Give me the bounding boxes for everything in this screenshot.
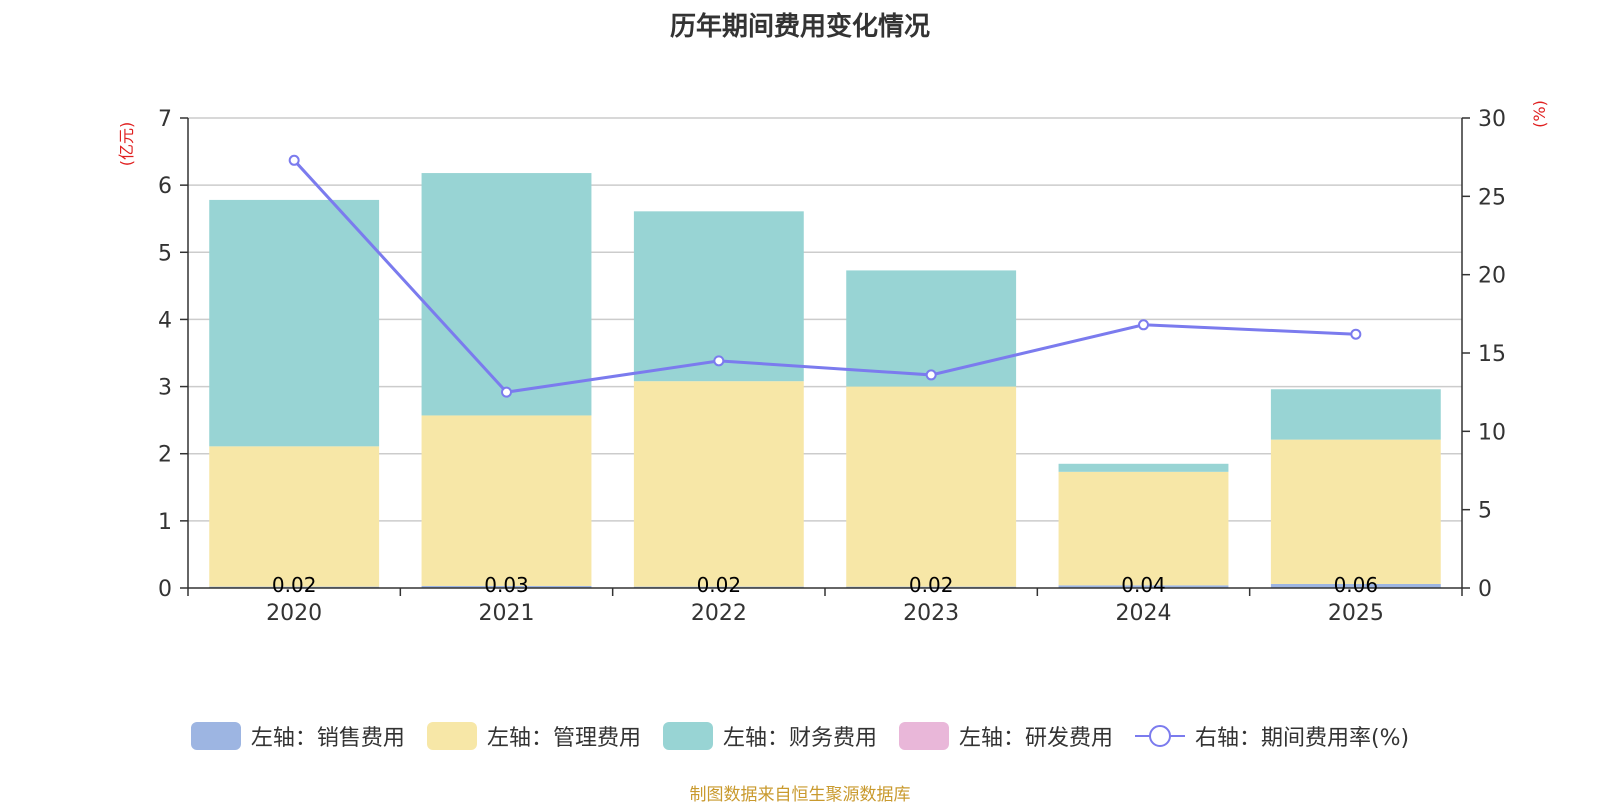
- x-axis-tick-label: 2025: [1328, 601, 1384, 626]
- right-axis-tick-label: 0: [1478, 577, 1492, 602]
- left-axis-tick-label: 7: [158, 107, 172, 132]
- legend-swatch: [898, 722, 949, 750]
- bar-segment: [1058, 585, 1229, 588]
- bar-data-label: 0.03: [484, 573, 529, 597]
- legend: 左轴：销售费用 左轴：管理费用 左轴：财务费用 左轴：研发费用 右轴：期间费用率(%): [0, 720, 1600, 752]
- rate-point: [713, 355, 725, 367]
- bar-data-label: 0.02: [909, 573, 954, 597]
- chart-title: 历年期间费用变化情况: [669, 12, 930, 42]
- bar-segment: [846, 386, 1017, 587]
- left-axis-tick-label: 4: [158, 308, 172, 333]
- gridlines: [188, 117, 1462, 522]
- bar-data-label: 0.06: [1334, 573, 1379, 597]
- left-axis-tick-label: 2: [158, 443, 172, 468]
- bar-segment: [421, 585, 592, 588]
- bar-data-label: 0.04: [1121, 573, 1166, 597]
- legend-swatch: [662, 722, 713, 750]
- legend-label: 右轴：期间费用率(%): [1194, 726, 1410, 751]
- bar-segment: [421, 173, 592, 416]
- right-axis-tick-label: 25: [1478, 185, 1506, 210]
- left-axis-tick-label: 3: [158, 376, 172, 401]
- legend-label: 左轴：研发费用: [958, 726, 1113, 751]
- x-axis-tick-label: 2020: [266, 601, 322, 626]
- rate-point: [925, 369, 937, 381]
- bar-segment: [1270, 389, 1441, 440]
- bar-segment: [633, 211, 804, 382]
- right-axis-tick-label: 20: [1478, 264, 1506, 289]
- legend-swatch: [190, 722, 241, 750]
- left-axis-tick-label: 5: [158, 241, 172, 266]
- rate-line-path: [293, 159, 1356, 394]
- legend-swatch: [426, 722, 477, 750]
- bar-segment: [209, 446, 380, 587]
- rate-point: [1138, 319, 1149, 331]
- bar-segment: [633, 381, 804, 587]
- source-note: 制图数据来自恒生聚源数据库: [689, 785, 911, 805]
- bar-data-label: 0.02: [272, 573, 317, 597]
- right-axis-unit: (%): [1530, 100, 1549, 128]
- legend-label: 左轴：管理费用: [486, 726, 641, 751]
- bars: [209, 173, 1441, 588]
- legend-item[interactable]: 左轴：研发费用: [898, 720, 1113, 752]
- x-axis-tick-label: 2021: [479, 601, 535, 626]
- x-axis-tick-label: 2023: [903, 601, 959, 626]
- right-axis-tick-label: 10: [1478, 420, 1506, 445]
- axes: [180, 117, 1470, 596]
- bar-data-label: 0.02: [697, 573, 742, 597]
- bar-segment: [846, 270, 1017, 387]
- legend-label: 左轴：销售费用: [250, 726, 405, 751]
- right-axis-tick-label: 15: [1478, 342, 1506, 367]
- bar-segment: [1058, 471, 1229, 586]
- bar-segment: [421, 415, 592, 586]
- bar-segment: [209, 199, 380, 447]
- legend-item[interactable]: 左轴：销售费用: [190, 720, 405, 752]
- bar-segment: [1270, 439, 1441, 584]
- rate-point: [288, 154, 300, 166]
- rate-point: [1350, 328, 1362, 340]
- right-axis-tick-label: 5: [1478, 499, 1492, 524]
- x-axis-tick-label: 2022: [691, 601, 747, 626]
- rate-line: [288, 154, 1362, 398]
- x-axis-tick-label: 2024: [1116, 601, 1172, 626]
- left-axis-tick-label: 0: [158, 577, 172, 602]
- legend-line-icon: [1134, 725, 1185, 747]
- legend-item[interactable]: 左轴：财务费用: [662, 720, 877, 752]
- legend-item[interactable]: 右轴：期间费用率(%): [1134, 720, 1410, 752]
- left-axis-tick-label: 1: [158, 510, 172, 535]
- rate-point: [501, 386, 512, 398]
- legend-item[interactable]: 左轴：管理费用: [426, 720, 641, 752]
- left-axis-tick-label: 6: [158, 174, 172, 199]
- bar-segment: [1270, 583, 1441, 588]
- legend-label: 左轴：财务费用: [722, 726, 877, 751]
- left-axis-unit: (亿元): [117, 122, 136, 167]
- right-axis-tick-label: 30: [1478, 107, 1506, 132]
- bar-segment: [1058, 463, 1229, 472]
